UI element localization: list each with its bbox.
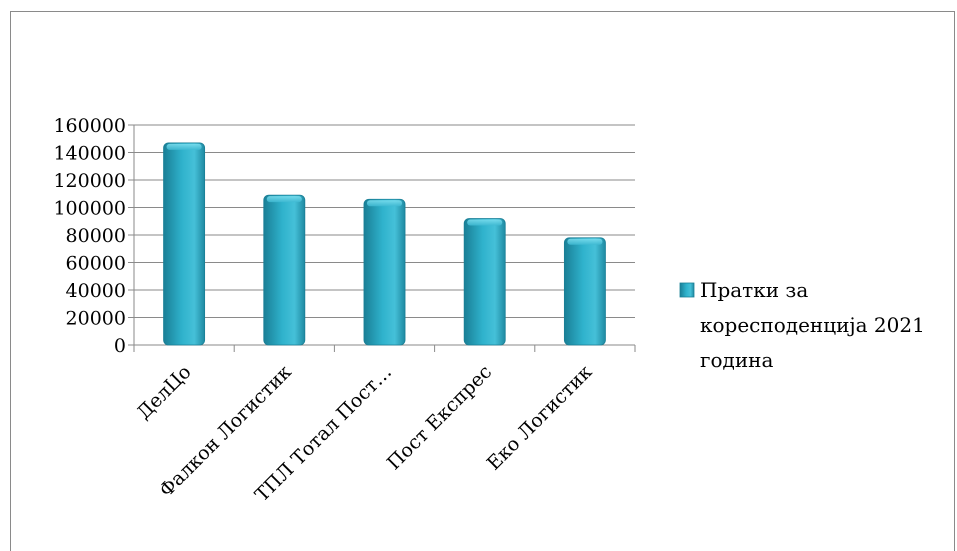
y-tick-labels: 0 20000 40000 60000 80000 100000 120000 140000 1… — [53, 115, 126, 357]
bar-body — [463, 218, 506, 346]
y-tick-label: 0 — [114, 335, 126, 357]
bar — [363, 198, 406, 346]
bars — [163, 142, 606, 346]
legend-label-line-2: коресподенција 2021 — [700, 313, 925, 337]
axes — [128, 124, 636, 352]
bar-highlight — [567, 238, 603, 245]
legend-label-line-3: година — [700, 348, 773, 372]
legend-label-line-1: Пратки за — [700, 278, 808, 302]
legend: Пратки за коресподенција 2021 година — [679, 278, 925, 372]
bar-body — [563, 237, 606, 346]
bar-body — [263, 194, 306, 346]
y-tick-label: 40000 — [66, 280, 126, 302]
y-tick-label: 100000 — [53, 198, 126, 220]
bar-highlight — [467, 219, 503, 226]
x-tick-label: Пост Експрес — [383, 361, 496, 474]
y-tick-label: 80000 — [66, 225, 126, 247]
bar-body — [363, 198, 406, 346]
x-tick-label: Еко Логистик — [483, 361, 597, 475]
y-tick-label: 20000 — [66, 308, 126, 330]
bar — [163, 142, 206, 346]
bar — [263, 194, 306, 346]
bar — [463, 218, 506, 346]
bar-highlight — [166, 143, 202, 150]
bar-highlight — [366, 200, 403, 207]
y-tick-label: 160000 — [53, 115, 126, 137]
y-tick-label: 120000 — [53, 170, 126, 192]
y-tick-label: 140000 — [53, 143, 126, 165]
legend-swatch — [679, 282, 695, 298]
bar — [563, 237, 606, 346]
y-tick-label: 60000 — [66, 253, 126, 275]
bar-highlight — [266, 196, 302, 203]
x-tick-label: ДелЦо — [133, 361, 196, 424]
bar-body — [163, 142, 206, 346]
